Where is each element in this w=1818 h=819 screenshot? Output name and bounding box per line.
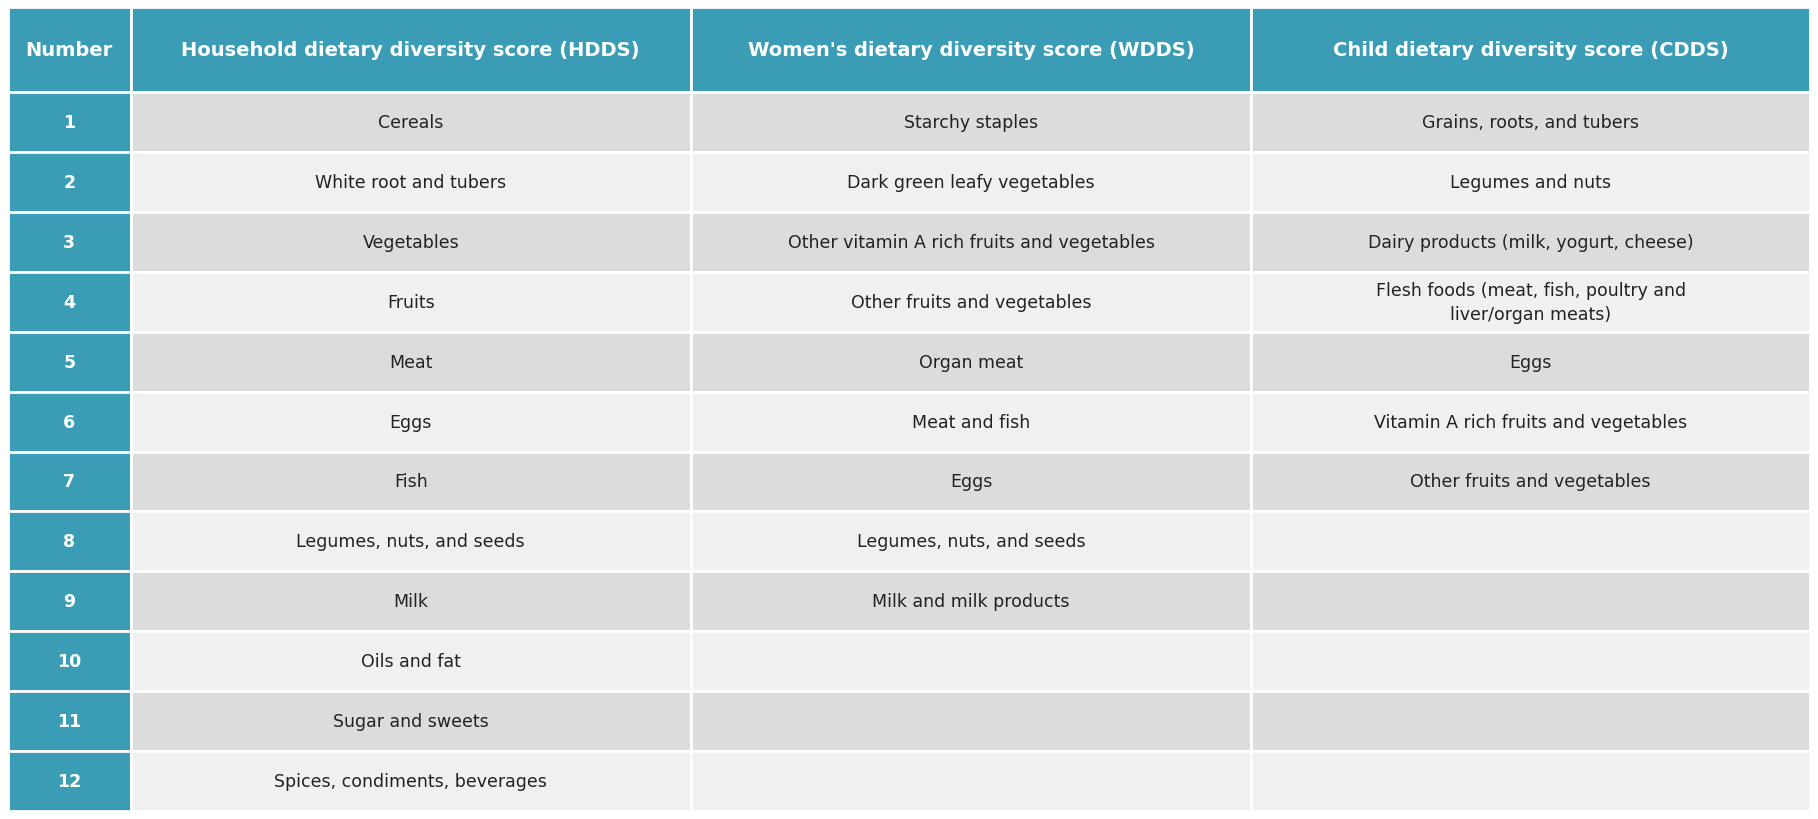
Text: 1: 1 [64,114,75,132]
Text: 5: 5 [64,353,75,371]
Text: 7: 7 [64,473,75,491]
Bar [131,273,691,333]
Text: Legumes, nuts, and seeds: Legumes, nuts, and seeds [856,532,1085,550]
Text: 8: 8 [64,532,75,550]
Text: Vegetables: Vegetables [362,233,460,251]
Text: Legumes, nuts, and seeds: Legumes, nuts, and seeds [296,532,525,550]
Text: Household dietary diversity score (HDDS): Household dietary diversity score (HDDS) [182,41,640,60]
Bar [131,751,691,811]
Text: Vitamin A rich fruits and vegetables: Vitamin A rich fruits and vegetables [1374,413,1687,431]
Bar [7,452,131,512]
Bar [131,333,691,392]
Text: Number: Number [25,41,113,60]
Bar [1251,572,1811,631]
Bar [7,691,131,751]
Text: Eggs: Eggs [951,473,993,491]
Bar [7,213,131,273]
Bar [7,631,131,691]
Bar [691,512,1251,572]
Bar [1251,631,1811,691]
Text: Cereals: Cereals [378,114,444,132]
Text: Other vitamin A rich fruits and vegetables: Other vitamin A rich fruits and vegetabl… [787,233,1154,251]
Bar [131,152,691,213]
Text: Fish: Fish [395,473,427,491]
Bar [691,8,1251,93]
Text: 9: 9 [64,593,75,610]
Bar [1251,751,1811,811]
Text: Sugar and sweets: Sugar and sweets [333,713,489,731]
Bar [7,273,131,333]
Bar [131,631,691,691]
Bar [691,452,1251,512]
Bar [691,631,1251,691]
Bar [131,452,691,512]
Bar [7,392,131,452]
Text: Flesh foods (meat, fish, poultry and
liver/organ meats): Flesh foods (meat, fish, poultry and liv… [1376,282,1685,324]
Bar [7,333,131,392]
Bar [7,8,131,93]
Bar [7,751,131,811]
Text: Meat: Meat [389,353,433,371]
Bar [7,152,131,213]
Bar [1251,8,1811,93]
Bar [1251,691,1811,751]
Text: 11: 11 [56,713,82,731]
Bar [131,512,691,572]
Bar [7,572,131,631]
Text: 10: 10 [56,653,82,671]
Bar [1251,213,1811,273]
Text: Other fruits and vegetables: Other fruits and vegetables [1411,473,1651,491]
Text: Eggs: Eggs [389,413,433,431]
Bar [691,93,1251,152]
Text: Meat and fish: Meat and fish [913,413,1031,431]
Text: Grains, roots, and tubers: Grains, roots, and tubers [1422,114,1640,132]
Bar [691,392,1251,452]
Text: Milk: Milk [393,593,429,610]
Bar [691,572,1251,631]
Text: Milk and milk products: Milk and milk products [873,593,1071,610]
Bar [131,93,691,152]
Bar [1251,392,1811,452]
Text: Organ meat: Organ meat [920,353,1024,371]
Bar [7,93,131,152]
Text: Starchy staples: Starchy staples [904,114,1038,132]
Bar [131,691,691,751]
Bar [691,152,1251,213]
Text: 4: 4 [64,293,75,311]
Bar [691,751,1251,811]
Text: Fruits: Fruits [387,293,435,311]
Bar [131,8,691,93]
Text: White root and tubers: White root and tubers [315,174,505,192]
Text: Eggs: Eggs [1509,353,1553,371]
Text: 6: 6 [64,413,75,431]
Bar [1251,512,1811,572]
Bar [1251,333,1811,392]
Text: 2: 2 [64,174,75,192]
Text: Dairy products (milk, yogurt, cheese): Dairy products (milk, yogurt, cheese) [1367,233,1694,251]
Text: Other fruits and vegetables: Other fruits and vegetables [851,293,1091,311]
Bar [1251,273,1811,333]
Bar [131,392,691,452]
Bar [1251,152,1811,213]
Bar [691,273,1251,333]
Text: Spices, condiments, beverages: Spices, condiments, beverages [275,772,547,790]
Bar [691,213,1251,273]
Bar [7,512,131,572]
Bar [691,691,1251,751]
Bar [131,572,691,631]
Text: 12: 12 [56,772,82,790]
Text: Child dietary diversity score (CDDS): Child dietary diversity score (CDDS) [1333,41,1729,60]
Text: Dark green leafy vegetables: Dark green leafy vegetables [847,174,1094,192]
Text: Legumes and nuts: Legumes and nuts [1451,174,1611,192]
Text: Women's dietary diversity score (WDDS): Women's dietary diversity score (WDDS) [747,41,1194,60]
Text: Oils and fat: Oils and fat [360,653,460,671]
Bar [691,333,1251,392]
Bar [131,213,691,273]
Text: 3: 3 [64,233,75,251]
Bar [1251,93,1811,152]
Bar [1251,452,1811,512]
